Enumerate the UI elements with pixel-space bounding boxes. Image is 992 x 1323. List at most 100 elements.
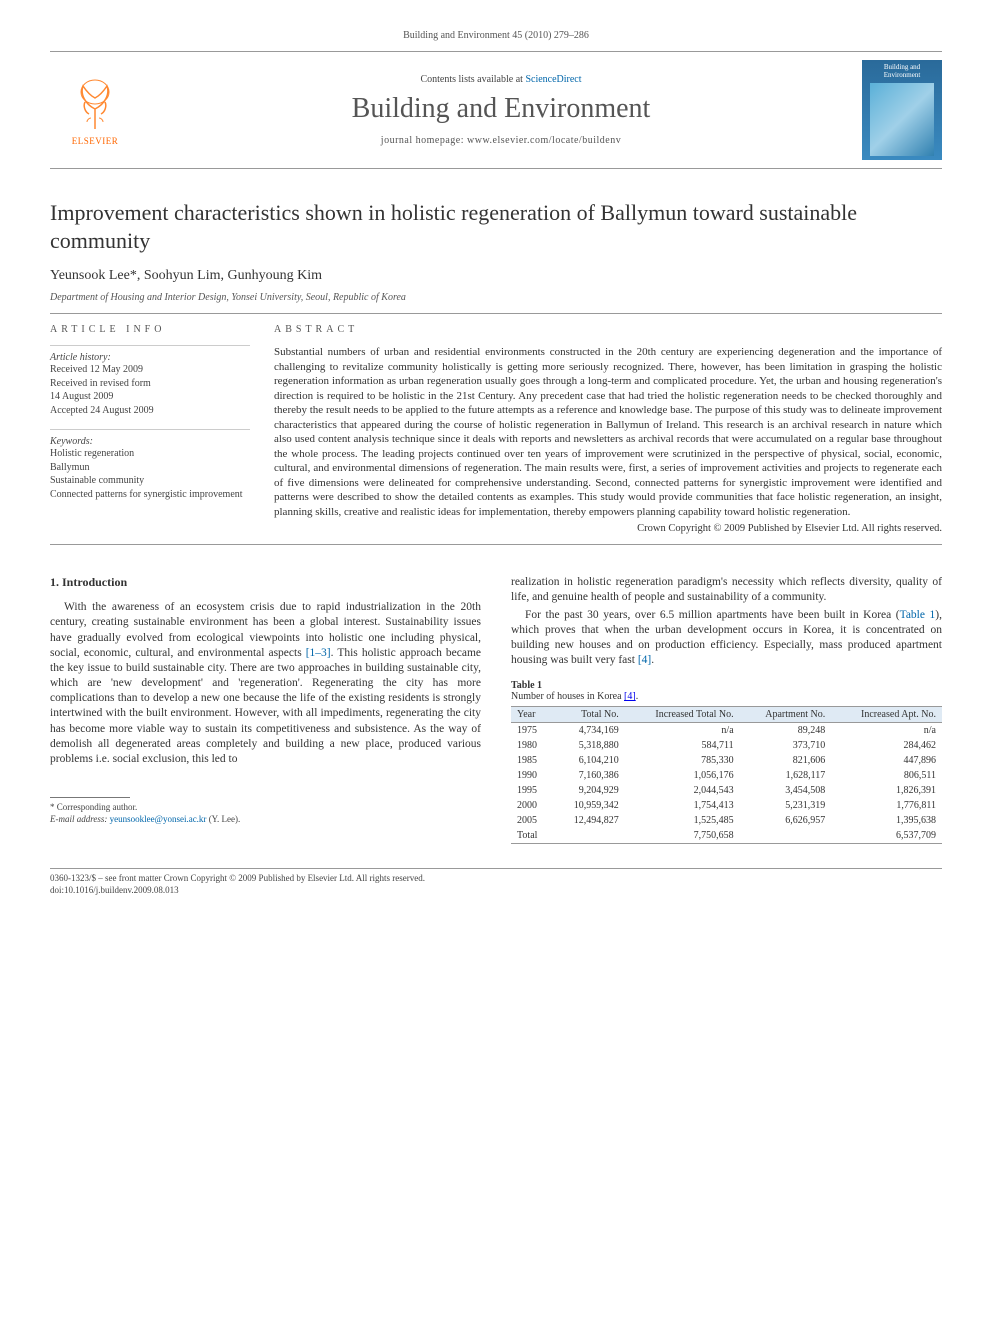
table-cell: 1990 <box>511 768 552 783</box>
table-cell: 4,734,169 <box>552 723 625 739</box>
intro-paragraph-2: realization in holistic regeneration par… <box>511 575 942 605</box>
th-inc-total: Increased Total No. <box>625 707 740 723</box>
table-cell: 1,056,176 <box>625 768 740 783</box>
table-cell: 10,959,342 <box>552 798 625 813</box>
table-cell: 821,606 <box>740 753 832 768</box>
table-cell: n/a <box>625 723 740 739</box>
article-info-column: ARTICLE INFO Article history: Received 1… <box>50 324 250 534</box>
table-cell: 584,711 <box>625 738 740 753</box>
article-info-head: ARTICLE INFO <box>50 324 250 335</box>
table-cell: 1,754,413 <box>625 798 740 813</box>
table-cell: 12,494,827 <box>552 813 625 828</box>
sciencedirect-link[interactable]: ScienceDirect <box>525 74 581 85</box>
history-label: Article history: <box>50 352 250 363</box>
homepage-url: www.elsevier.com/locate/buildenv <box>467 135 621 146</box>
table-1-ref-link[interactable]: Table 1 <box>900 609 936 621</box>
cover-image <box>870 83 935 156</box>
elsevier-tree-icon <box>65 74 125 134</box>
keyword-line: Sustainable community <box>50 474 250 488</box>
table-cell: 1,628,117 <box>740 768 832 783</box>
table-row: 19907,160,3861,056,1761,628,117806,511 <box>511 768 942 783</box>
footnote-rule <box>50 797 130 798</box>
keyword-line: Connected patterns for synergistic impro… <box>50 488 250 502</box>
front-matter-block: 0360-1323/$ – see front matter Crown Cop… <box>50 868 942 896</box>
table-cell: 9,204,929 <box>552 783 625 798</box>
table-cell: 5,231,319 <box>740 798 832 813</box>
table-row: 19959,204,9292,044,5433,454,5081,826,391 <box>511 783 942 798</box>
abstract-text: Substantial numbers of urban and residen… <box>274 345 942 519</box>
abstract-column: ABSTRACT Substantial numbers of urban an… <box>274 324 942 534</box>
table-cell: n/a <box>831 723 942 739</box>
contents-prefix: Contents lists available at <box>420 74 525 85</box>
section-1-head: 1. Introduction <box>50 575 481 590</box>
table-1: Year Total No. Increased Total No. Apart… <box>511 706 942 844</box>
th-apt: Apartment No. <box>740 707 832 723</box>
article-title: Improvement characteristics shown in hol… <box>50 199 942 254</box>
corr-email-link[interactable]: yeunsooklee@yonsei.ac.kr <box>110 814 207 824</box>
masthead-center: Contents lists available at ScienceDirec… <box>140 74 862 146</box>
th-total: Total No. <box>552 707 625 723</box>
table-cell: 6,537,709 <box>831 828 942 844</box>
intro-paragraph-3: For the past 30 years, over 6.5 million … <box>511 608 942 669</box>
keyword-line: Ballymun <box>50 461 250 475</box>
table-cell: 3,454,508 <box>740 783 832 798</box>
rule-below-abstract <box>50 544 942 545</box>
journal-homepage-line: journal homepage: www.elsevier.com/locat… <box>140 135 862 146</box>
running-head: Building and Environment 45 (2010) 279–2… <box>50 30 942 41</box>
table-cell: 785,330 <box>625 753 740 768</box>
contents-available-line: Contents lists available at ScienceDirec… <box>140 74 862 85</box>
table-cell: 447,896 <box>831 753 942 768</box>
table-cell: 806,511 <box>831 768 942 783</box>
table-cell: 6,626,957 <box>740 813 832 828</box>
table-cell <box>740 828 832 844</box>
table-1-caption: Table 1 Number of houses in Korea [4]. <box>511 680 942 702</box>
table-row: 200512,494,8271,525,4856,626,9571,395,63… <box>511 813 942 828</box>
cover-title: Building and Environment <box>866 64 938 79</box>
table-cell: 2000 <box>511 798 552 813</box>
keywords-label: Keywords: <box>50 436 250 447</box>
left-column: 1. Introduction With the awareness of an… <box>50 575 481 844</box>
authors-line: Yeunsook Lee*, Soohyun Lim, Gunhyoung Ki… <box>50 268 942 284</box>
history-line: Received in revised form <box>50 377 250 391</box>
history-line: Accepted 24 August 2009 <box>50 404 250 418</box>
table-1-label: Table 1 <box>511 680 942 691</box>
p1-part-b: . This holistic approach became the key … <box>50 647 481 765</box>
email-line: E-mail address: yeunsooklee@yonsei.ac.kr… <box>50 814 481 826</box>
table-row: 19856,104,210785,330821,606447,896 <box>511 753 942 768</box>
table-row: 19805,318,880584,711373,710284,462 <box>511 738 942 753</box>
table-cell: 89,248 <box>740 723 832 739</box>
table-cell: Total <box>511 828 552 844</box>
top-rule <box>50 51 942 52</box>
front-matter-line-1: 0360-1323/$ – see front matter Crown Cop… <box>50 873 942 885</box>
ref-1-3-link[interactable]: [1–3] <box>306 647 331 659</box>
corr-author-line: * Corresponding author. <box>50 802 481 814</box>
rule-above-abstract <box>50 313 942 314</box>
table-row: 200010,959,3421,754,4135,231,3191,776,81… <box>511 798 942 813</box>
table-cell: 2005 <box>511 813 552 828</box>
doi-line: doi:10.1016/j.buildenv.2009.08.013 <box>50 885 942 897</box>
corresponding-author-footnote: * Corresponding author. E-mail address: … <box>50 802 481 825</box>
abstract-head: ABSTRACT <box>274 324 942 335</box>
publisher-logo-block: ELSEVIER <box>50 74 140 146</box>
info-abstract-row: ARTICLE INFO Article history: Received 1… <box>50 324 942 534</box>
table-cell: 1,826,391 <box>831 783 942 798</box>
right-column: realization in holistic regeneration par… <box>511 575 942 844</box>
table-1-caption-b: . <box>636 691 639 702</box>
table-cell <box>552 828 625 844</box>
email-suffix: (Y. Lee). <box>206 814 240 824</box>
table-cell: 7,160,386 <box>552 768 625 783</box>
abstract-copyright: Crown Copyright © 2009 Published by Else… <box>274 523 942 534</box>
keywords-block: Keywords: Holistic regeneration Ballymun… <box>50 429 250 501</box>
table-header-row: Year Total No. Increased Total No. Apart… <box>511 707 942 723</box>
masthead: ELSEVIER Contents lists available at Sci… <box>50 60 942 169</box>
ref-4-link[interactable]: [4] <box>638 654 651 666</box>
table-caption-ref-link[interactable]: [4] <box>624 691 636 702</box>
affiliation-line: Department of Housing and Interior Desig… <box>50 292 942 303</box>
th-inc-apt: Increased Apt. No. <box>831 707 942 723</box>
table-row: Total7,750,6586,537,709 <box>511 828 942 844</box>
history-line: 14 August 2009 <box>50 390 250 404</box>
table-cell: 1975 <box>511 723 552 739</box>
table-cell: 1,525,485 <box>625 813 740 828</box>
table-cell: 1980 <box>511 738 552 753</box>
th-year: Year <box>511 707 552 723</box>
